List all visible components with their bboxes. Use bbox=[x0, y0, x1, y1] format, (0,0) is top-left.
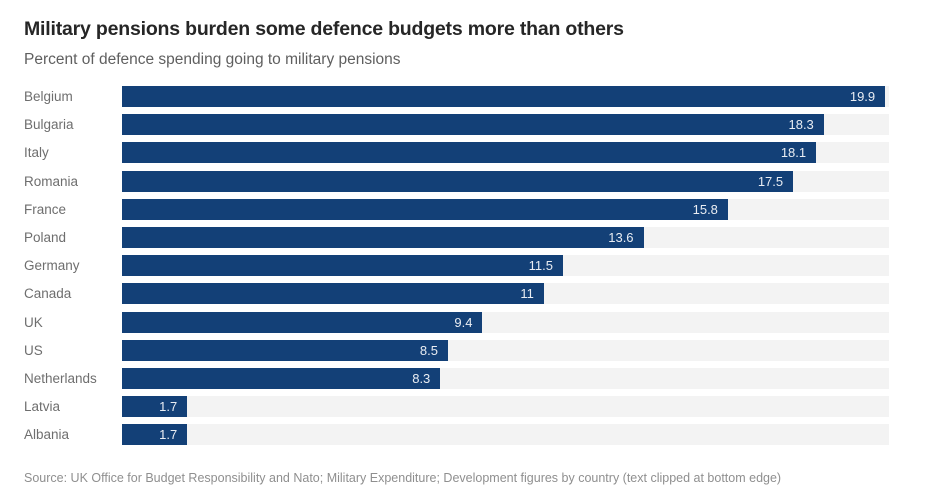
country-label: Netherlands bbox=[24, 370, 97, 386]
value-label: 8.5 bbox=[419, 342, 438, 358]
bar-row: France 15.8 bbox=[24, 198, 889, 220]
country-label: Germany bbox=[24, 258, 80, 274]
bar-row: Bulgaria 18.3 bbox=[24, 114, 889, 136]
value-label: 11 bbox=[520, 286, 534, 302]
bar-row: Albania 1.7 bbox=[24, 424, 889, 446]
value-label: 1.7 bbox=[159, 427, 178, 443]
country-label: US bbox=[24, 342, 43, 358]
chart-subtitle: Percent of defence spending going to mil… bbox=[24, 51, 401, 68]
country-label: Poland bbox=[24, 229, 67, 245]
value-label: 8.3 bbox=[412, 370, 431, 386]
bar-track: 18.3 bbox=[122, 114, 889, 136]
bar-row: Canada 11 bbox=[24, 283, 889, 305]
country-label: Romania bbox=[24, 173, 79, 189]
bar: 17.5 bbox=[122, 170, 794, 192]
value-label: 1.7 bbox=[159, 399, 178, 415]
bar: 15.8 bbox=[122, 198, 728, 220]
bar: 18.3 bbox=[122, 114, 824, 136]
value-label: 18.3 bbox=[788, 117, 814, 133]
bar: 1.7 bbox=[122, 424, 188, 446]
value-label: 15.8 bbox=[692, 201, 718, 217]
bar-row: UK 9.4 bbox=[24, 311, 889, 333]
bar-row: Romania 17.5 bbox=[24, 170, 889, 192]
value-label: 19.9 bbox=[849, 89, 876, 104]
bar-track: 13.6 bbox=[122, 226, 889, 248]
bar-row: Belgium 19.9 bbox=[24, 86, 889, 107]
bar: 9.4 bbox=[122, 311, 483, 333]
bar-track: 15.8 bbox=[122, 198, 889, 220]
bar-track: 8.5 bbox=[122, 339, 889, 361]
bar-track: 17.5 bbox=[122, 170, 889, 192]
bar-row: Germany 11.5 bbox=[24, 255, 889, 277]
bar-track: 1.7 bbox=[122, 424, 889, 446]
bar-track: 8.3 bbox=[122, 367, 889, 389]
bar-track: 1.7 bbox=[122, 396, 889, 418]
country-label: Belgium bbox=[24, 89, 73, 104]
bar-track: 18.1 bbox=[122, 142, 889, 164]
bar-track: 9.4 bbox=[122, 311, 889, 333]
value-label: 18.1 bbox=[780, 145, 807, 161]
bar: 18.1 bbox=[122, 142, 817, 164]
bar-row: US 8.5 bbox=[24, 339, 889, 361]
country-label: Canada bbox=[24, 286, 72, 302]
source-note: Source: UK Office for Budget Responsibil… bbox=[24, 471, 782, 485]
country-label: Albania bbox=[24, 427, 70, 443]
value-label: 17.5 bbox=[757, 173, 784, 189]
value-label: 11.5 bbox=[528, 258, 554, 274]
bar-row: Netherlands 8.3 bbox=[24, 367, 889, 389]
bar: 13.6 bbox=[122, 226, 644, 248]
country-label: Bulgaria bbox=[24, 117, 74, 133]
bar: 8.5 bbox=[122, 339, 448, 361]
bar-track: 11.5 bbox=[122, 255, 889, 277]
bar: 1.7 bbox=[122, 396, 188, 418]
country-label: UK bbox=[24, 314, 43, 330]
bar: 11.5 bbox=[122, 255, 564, 277]
bar-row: Latvia 1.7 bbox=[24, 396, 889, 418]
bar-chart: Belgium 19.9 Bulgaria 18.3 Italy 18.1 Ro… bbox=[24, 86, 889, 446]
bar: 11 bbox=[122, 283, 544, 305]
bar-row: Italy 18.1 bbox=[24, 142, 889, 164]
chart-title: Military pensions burden some defence bu… bbox=[24, 18, 624, 40]
bar-row: Poland 13.6 bbox=[24, 226, 889, 248]
country-label: Italy bbox=[24, 145, 49, 161]
bar-track: 11 bbox=[122, 283, 889, 305]
bar-track: 19.9 bbox=[122, 86, 889, 107]
country-label: Latvia bbox=[24, 399, 61, 415]
bar: 8.3 bbox=[122, 367, 441, 389]
country-label: France bbox=[24, 201, 67, 217]
value-label: 13.6 bbox=[608, 229, 634, 245]
value-label: 9.4 bbox=[454, 314, 473, 330]
bar: 19.9 bbox=[122, 86, 886, 107]
